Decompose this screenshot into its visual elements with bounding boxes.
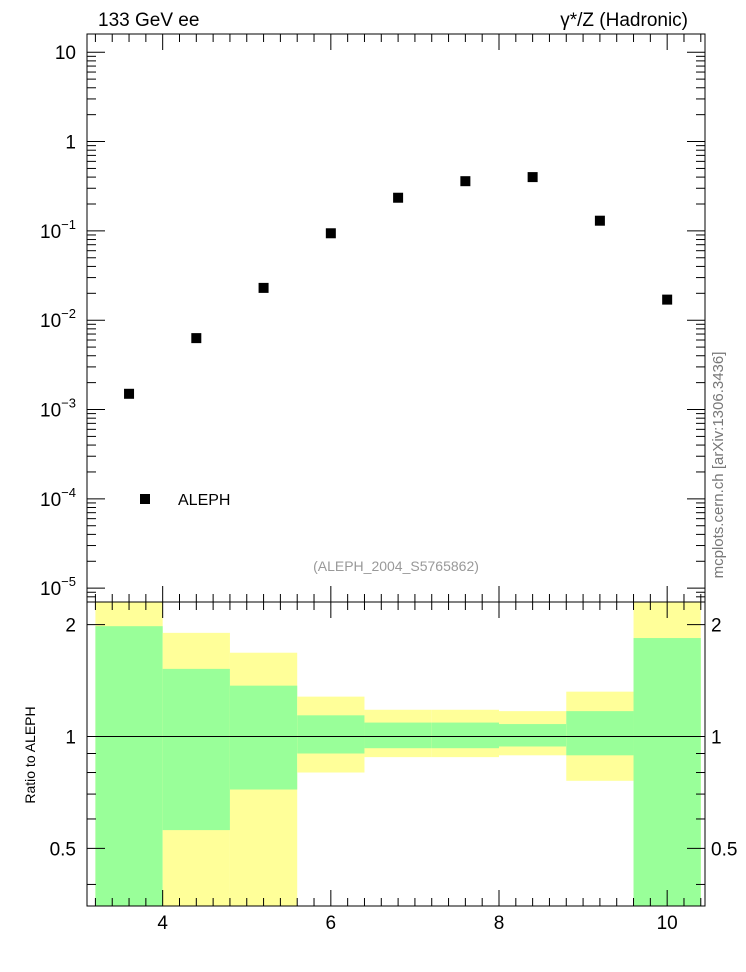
main-y-tick-label: 10−3 xyxy=(40,396,76,422)
ratio-y-axis-label: Ratio to ALEPH xyxy=(22,706,38,803)
ratio-band-green xyxy=(566,711,634,756)
data-point xyxy=(527,172,538,183)
main-y-tick-label-exponent: −2 xyxy=(61,306,76,321)
main-y-tick-label-base: 10 xyxy=(40,222,61,243)
main-y-tick-label-exponent: −5 xyxy=(61,574,76,589)
main-y-tick-label-exponent: −1 xyxy=(61,217,76,232)
main-y-tick-label: 10−1 xyxy=(40,217,76,243)
main-y-tick-label: 10−5 xyxy=(40,574,76,600)
ratio-y-tick-label-left: 0.5 xyxy=(50,839,76,860)
main-y-tick-label-base: 10 xyxy=(40,401,61,422)
main-y-tick-label-exponent: −4 xyxy=(61,485,76,500)
main-y-tick-label-exponent: −3 xyxy=(61,396,76,411)
data-point xyxy=(258,282,269,293)
data-point xyxy=(325,228,336,239)
ratio-y-tick-label-right: 2 xyxy=(711,616,722,637)
x-tick-label: 6 xyxy=(326,913,337,934)
data-point xyxy=(191,333,202,344)
main-y-tick-label-base: 10 xyxy=(40,490,61,511)
ratio-y-tick-label-right: 0.5 xyxy=(711,839,737,860)
main-plot-frame xyxy=(86,33,706,603)
header-left-label: 133 GeV ee xyxy=(98,10,199,31)
main-y-tick-label: 10−4 xyxy=(40,485,76,511)
ratio-band-green xyxy=(162,668,230,831)
main-y-tick-label: 10 xyxy=(55,43,76,64)
legend-marker xyxy=(140,494,150,504)
analysis-id: (ALEPH_2004_S5765862) xyxy=(313,558,479,574)
ratio-band-green xyxy=(297,715,365,754)
ratio-y-tick-label-left: 2 xyxy=(65,616,76,637)
ratio-band-green xyxy=(364,722,432,749)
ratio-band-green xyxy=(499,724,567,747)
data-point xyxy=(124,388,135,399)
ratio-band-green xyxy=(229,685,298,790)
ratio-band-green xyxy=(431,722,499,749)
watermark: mcplots.cern.ch [arXiv:1306.3436] xyxy=(710,352,727,579)
ratio-y-tick-label-right: 1 xyxy=(711,727,722,748)
data-point xyxy=(460,176,471,187)
main-y-tick-label: 10−2 xyxy=(40,306,76,332)
main-y-tick-label-base: 1 xyxy=(65,133,76,154)
x-tick-label: 4 xyxy=(157,913,168,934)
data-point xyxy=(393,192,404,203)
x-tick-label: 8 xyxy=(494,913,505,934)
ratio-band-green xyxy=(633,638,701,906)
data-point xyxy=(594,215,605,226)
main-y-tick-label-base: 10 xyxy=(40,579,61,600)
main-y-tick-label-base: 10 xyxy=(40,311,61,332)
ratio-band-green xyxy=(95,626,163,906)
legend-label: ALEPH xyxy=(178,492,230,509)
main-y-tick-label: 1 xyxy=(65,133,76,154)
header-right-label: γ*/Z (Hadronic) xyxy=(560,10,688,31)
main-y-tick-label-base: 10 xyxy=(55,43,76,64)
x-tick-label: 10 xyxy=(657,913,678,934)
ratio-y-tick-label-left: 1 xyxy=(65,727,76,748)
data-point xyxy=(662,294,673,305)
